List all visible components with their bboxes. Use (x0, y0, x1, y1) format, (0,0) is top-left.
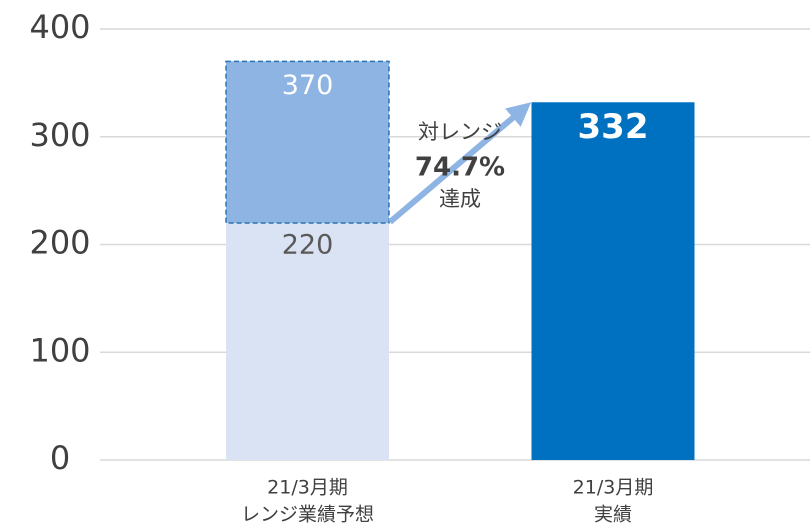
x-tick-label: 21/3月期 (573, 477, 654, 499)
y-tick-label: 400 (29, 8, 90, 46)
annotation: 対レンジ (418, 120, 502, 144)
bar (531, 102, 695, 461)
x-tick-label: 実績 (594, 504, 632, 526)
value-label: 370 (282, 70, 334, 101)
y-tick-label: 100 (29, 331, 90, 369)
y-tick-label: 0 (50, 439, 70, 477)
x-tick-label: レンジ業績予想 (241, 504, 374, 526)
y-tick-label: 300 (29, 116, 90, 154)
value-label: 332 (578, 107, 649, 147)
value-label: 220 (282, 229, 334, 260)
arrow (388, 102, 532, 225)
y-tick-label: 200 (29, 224, 90, 262)
annotation: 74.7% (415, 153, 505, 183)
bar (226, 222, 389, 460)
range-bar (225, 60, 390, 224)
annotation: 達成 (439, 187, 481, 211)
x-tick-label: 21/3月期 (267, 477, 348, 499)
